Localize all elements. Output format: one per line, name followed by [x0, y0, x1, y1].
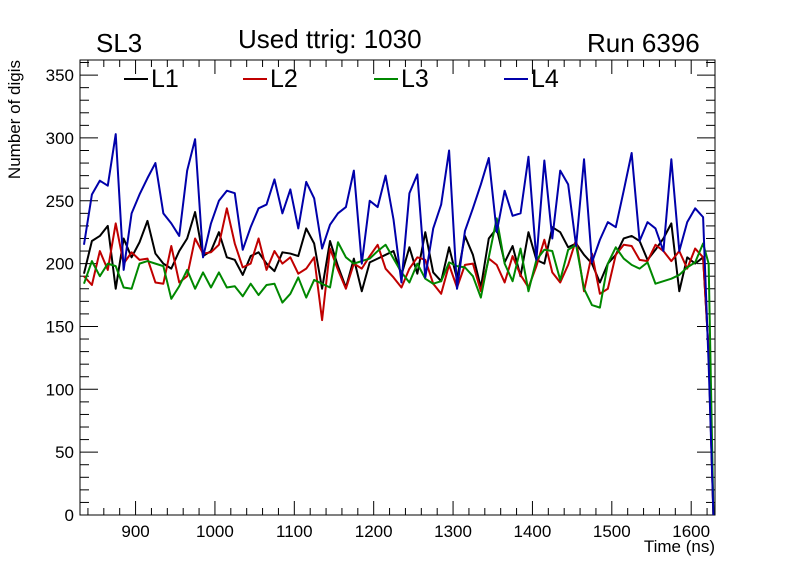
- y-tick-label: 200: [46, 255, 74, 274]
- chart-title: Used ttrig: 1030: [238, 24, 422, 54]
- y-axis-title: Number of digis: [5, 60, 24, 179]
- x-tick-label: 1600: [672, 522, 710, 541]
- y-tick-label: 250: [46, 192, 74, 211]
- legend-label-l1: L1: [151, 65, 179, 93]
- x-tick-label: 1400: [514, 522, 552, 541]
- legend-label-l2: L2: [270, 65, 298, 93]
- series-line-l4: [82, 133, 715, 516]
- x-tick-label: 1300: [434, 522, 472, 541]
- y-tick-label: 50: [55, 443, 74, 462]
- y-tick-label: 150: [46, 317, 74, 336]
- y-tick-label: 100: [46, 380, 74, 399]
- y-tick-label: 300: [46, 129, 74, 148]
- y-tick-label: 0: [65, 506, 74, 525]
- x-tick-label: 1500: [593, 522, 631, 541]
- x-axis-title: Time (ns): [644, 537, 715, 556]
- run-label: Run 6396: [587, 28, 700, 58]
- x-tick-label: 1000: [196, 522, 234, 541]
- x-tick-label: 1100: [276, 522, 313, 541]
- series-line-l2: [83, 207, 715, 516]
- x-tick-label: 900: [121, 522, 149, 541]
- y-tick-label: 350: [46, 66, 74, 85]
- superlayer-label: SL3: [96, 28, 143, 58]
- x-tick-label: 1200: [355, 522, 393, 541]
- legend-label-l3: L3: [401, 65, 429, 93]
- legend-label-l4: L4: [531, 65, 559, 93]
- plot-frame: [79, 59, 716, 516]
